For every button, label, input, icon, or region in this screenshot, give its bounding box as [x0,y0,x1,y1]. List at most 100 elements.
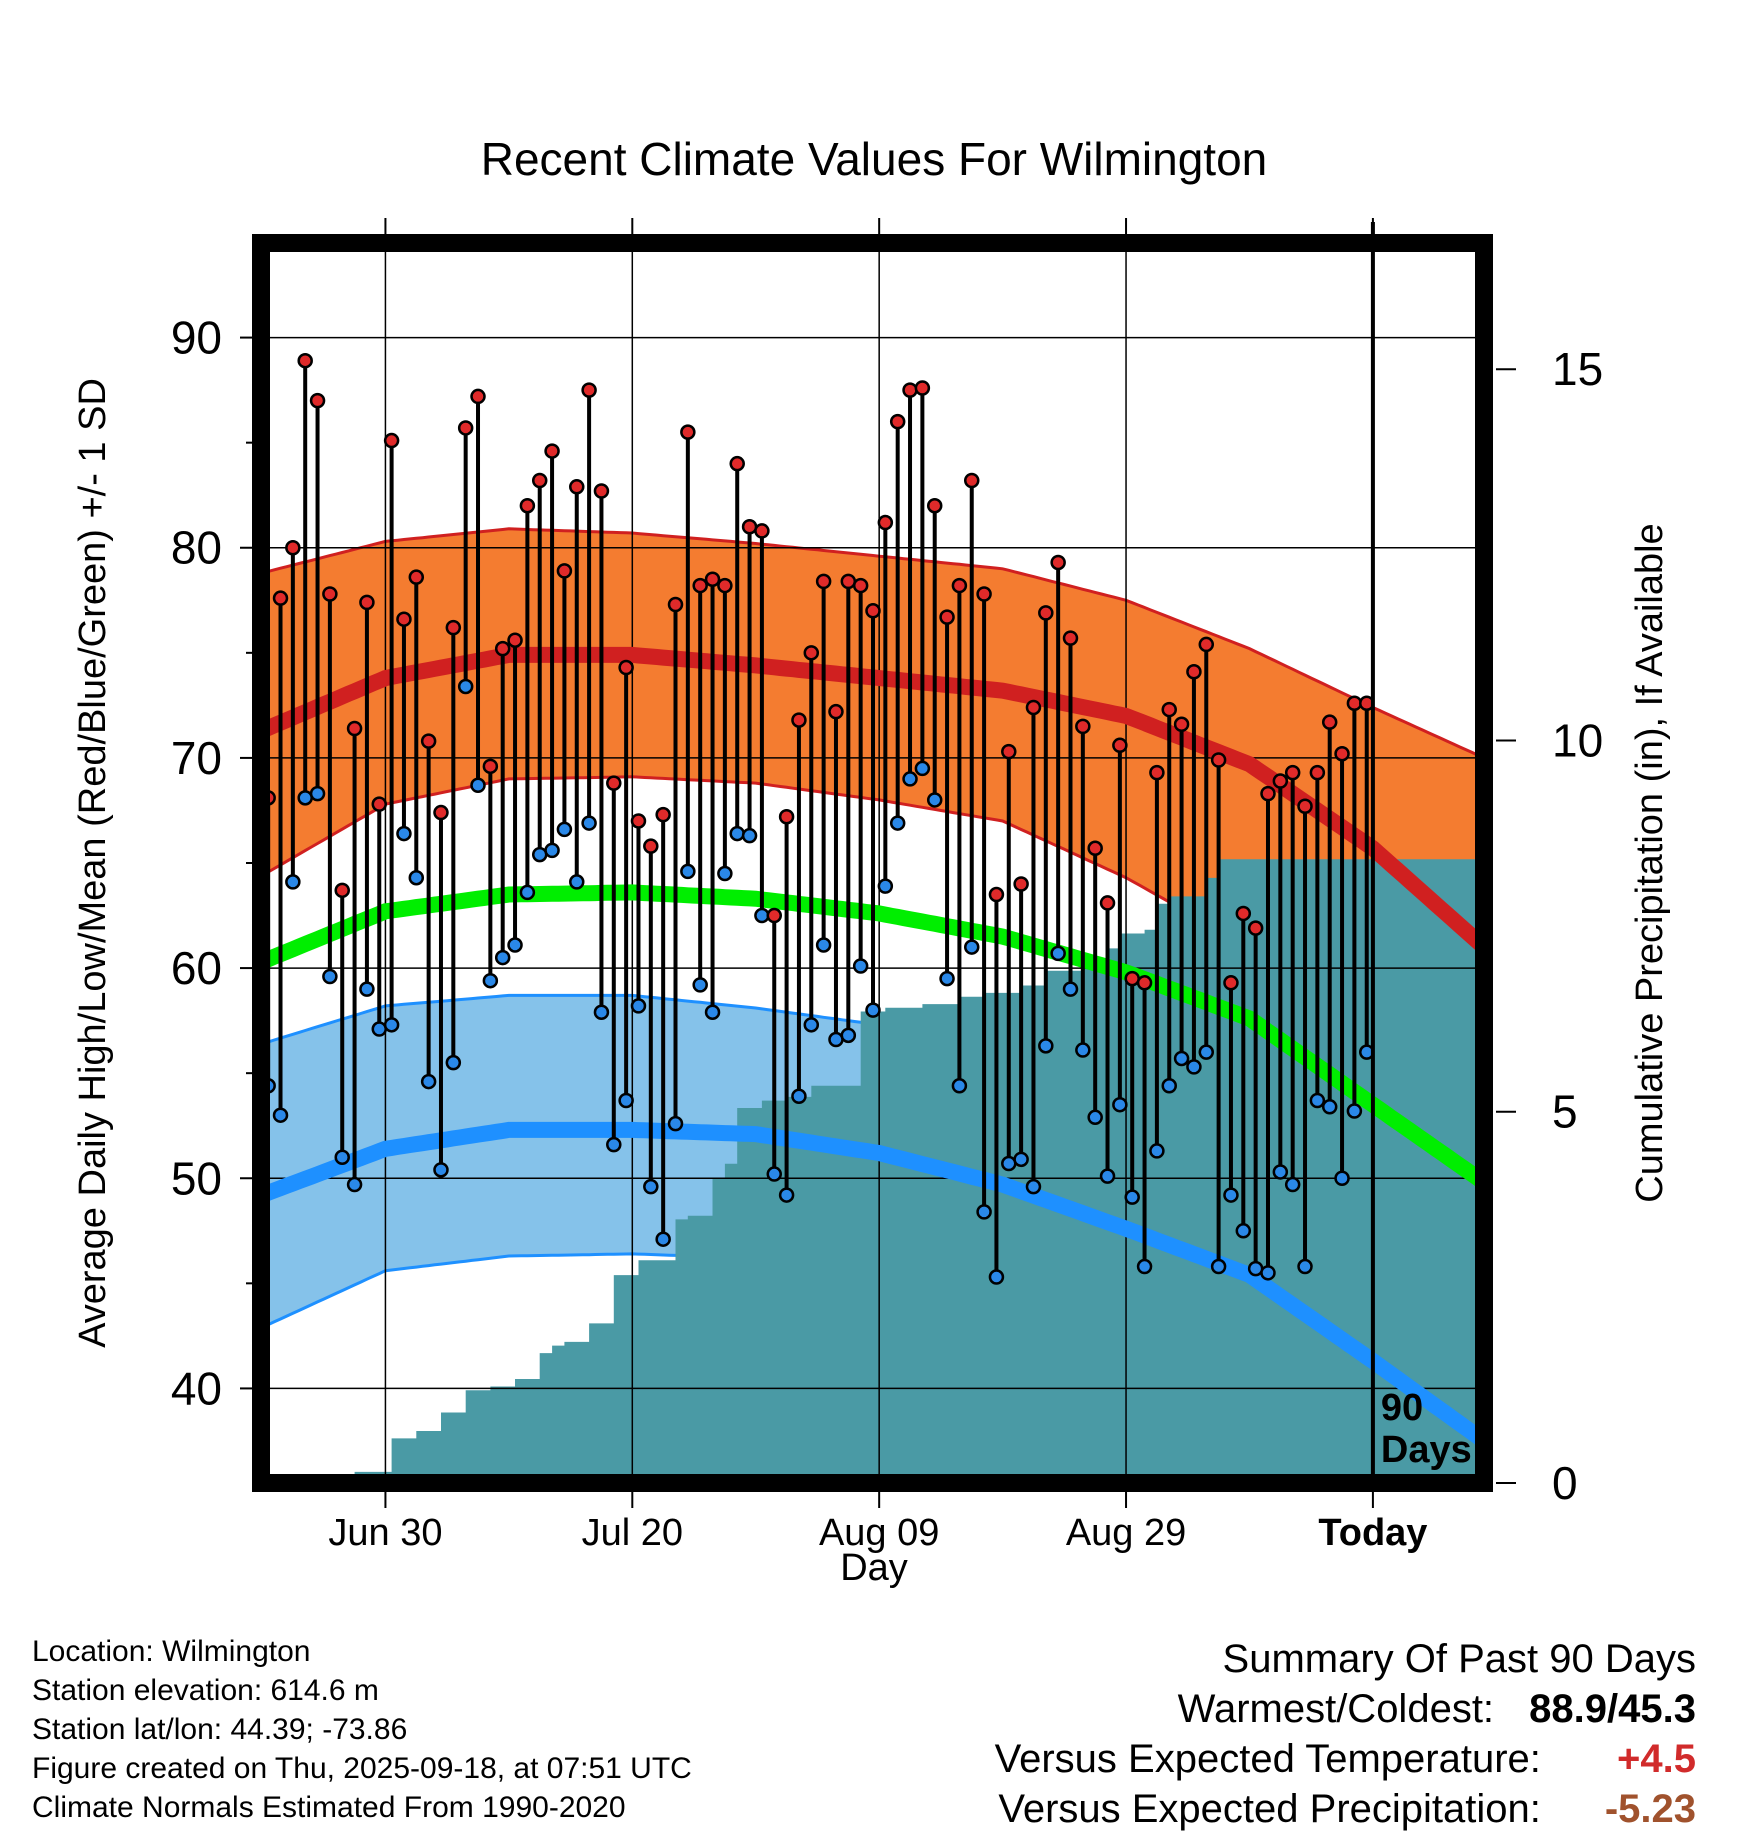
high-point [766,907,783,924]
low-point [1099,1168,1116,1184]
low-point [322,968,338,985]
low-point [1309,1092,1326,1109]
summary-precip-row: Versus Expected Precipitation: -5.23 [995,1784,1696,1834]
low-point [1297,1258,1313,1275]
high-point [581,382,597,398]
high-sd-band [262,528,1484,1116]
warmest-value: 88.9/45.3 [1529,1687,1696,1731]
high-point [1112,737,1128,754]
y2-tick-label: 10 [1552,714,1603,766]
high-point [828,703,844,720]
high-point [803,645,820,661]
low-point [371,1021,388,1037]
high-point [1038,605,1054,621]
low-point [309,785,326,802]
low-point [1272,1164,1289,1180]
low-point [1062,981,1079,997]
high-point [1050,554,1066,571]
low-point [1210,1258,1227,1275]
high-point [1001,743,1017,760]
low-point [1038,1038,1054,1054]
high-point [531,472,548,489]
low-point [667,1115,684,1132]
high-point [1297,798,1313,815]
high-point [359,594,375,611]
high-point [1062,630,1079,646]
high-point [877,514,894,531]
high-point [1260,785,1276,802]
cumulative-precip-area [262,859,1484,1483]
high-point [285,539,301,556]
low-point [581,815,597,831]
high-point [1186,663,1202,680]
low-point [1321,1099,1338,1115]
high-point [1247,920,1264,936]
today-label-days-word: Days [1381,1429,1472,1471]
low-point [1087,1109,1103,1126]
high-point [926,497,943,514]
x-axis: Jun 30 Jul 20 Aug 09 Aug 29 Today [328,1492,1427,1554]
low-point [1186,1059,1202,1075]
high-point [297,352,313,369]
created-text: Figure created on Thu, 2025-09-18, at 07… [32,1752,692,1785]
high-point [1173,716,1190,733]
y2-tick-label: 0 [1552,1457,1578,1509]
high-point [1136,975,1153,991]
x-tick-label: Today [1318,1512,1427,1554]
low-point [297,790,313,806]
low-point [618,1092,634,1109]
y-axis-right: 0 5 10 15 [1496,343,1603,1509]
high-point [1321,714,1338,730]
low-point [507,937,523,953]
high-point [507,632,523,648]
high-point [1272,773,1289,789]
x-axis-label: Day [840,1547,908,1589]
y-tick-label: 60 [171,942,222,994]
x-top-ticks [384,218,1374,234]
temp-value: +4.5 [1617,1737,1696,1781]
low-point [815,937,832,953]
low-point [852,958,869,974]
x-tick-label: Jul 20 [582,1512,683,1554]
low-point [828,1031,844,1048]
high-point [618,659,634,676]
y-tick-label: 80 [171,522,222,574]
high-point [1124,970,1140,987]
low-point [1247,1260,1264,1277]
high-point [630,813,647,829]
high-point [445,619,462,636]
low-point [717,865,733,882]
location-text: Location: Wilmington [32,1635,311,1668]
high-point [1334,745,1350,762]
high-point [902,382,918,398]
high-point [1210,752,1227,768]
x-tick-label: Jun 30 [328,1512,442,1554]
high-point [396,611,412,627]
high-point [1346,695,1363,712]
low-point [272,1107,289,1123]
low-point [889,815,906,831]
high-point [346,720,363,737]
low-point [556,821,573,838]
high-point [544,443,560,459]
high-point [778,809,795,825]
low-point [1260,1265,1276,1281]
high-point [865,603,881,619]
low-point [593,1004,610,1020]
low-point [1013,1151,1029,1168]
low-point [877,878,894,894]
high-point [1161,701,1177,718]
high-point [593,483,610,499]
high-point [457,420,474,436]
low-point [729,825,745,842]
low-point [778,1187,795,1203]
high-point [1075,718,1091,735]
low-point [285,874,301,890]
y2-axis-label: Cumulative Precipitation (in), If Availa… [1629,523,1671,1202]
temp-label: Versus Expected Temperature: [994,1737,1541,1781]
high-point [334,882,350,899]
y-axis-label: Average Daily High/Low/Mean (Red/Blue/Gr… [72,378,114,1348]
high-point [729,455,745,472]
daily-observations [262,352,1375,1285]
high-point [754,523,770,539]
